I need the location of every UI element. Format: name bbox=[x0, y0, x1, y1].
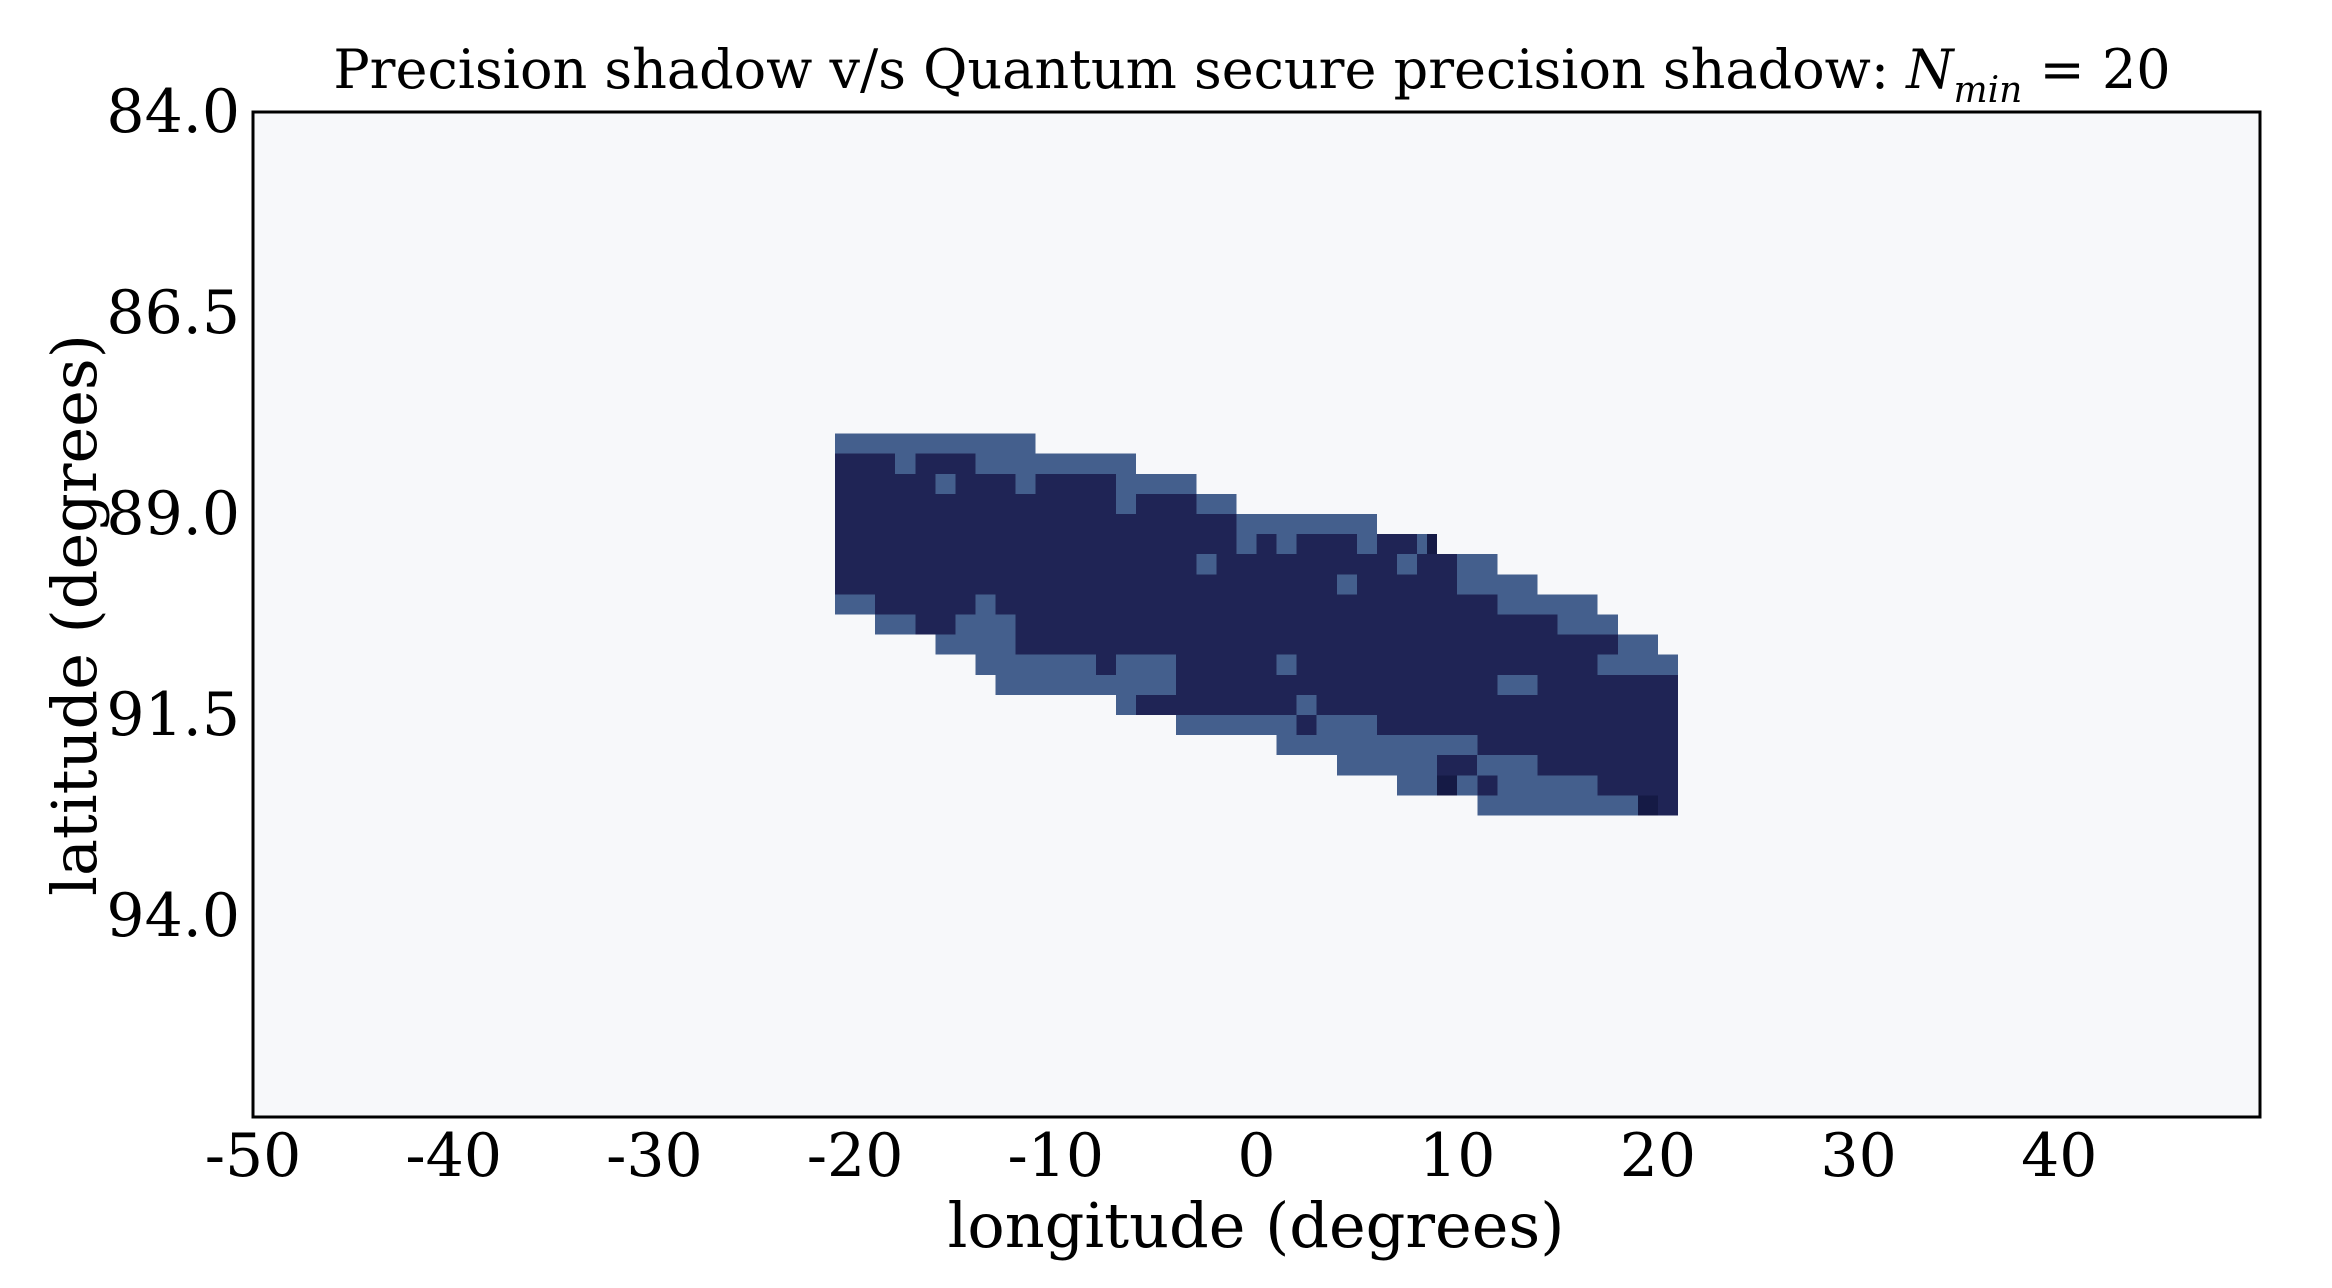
heatmap-cell-quantum-secure bbox=[1657, 795, 1678, 816]
x-tick-label: -10 bbox=[1007, 1121, 1104, 1191]
heatmap-cell-quantum-secure bbox=[835, 554, 1197, 575]
x-tick-label: 30 bbox=[1820, 1121, 1896, 1191]
heatmap-cell-quantum-secure bbox=[1376, 534, 1417, 555]
heatmap-cell-quantum-secure bbox=[1316, 694, 1678, 715]
heatmap-cell-quantum-secure bbox=[1427, 534, 1438, 555]
y-tick-label: 86.5 bbox=[106, 278, 240, 348]
y-tick-label: 91.5 bbox=[106, 680, 240, 750]
heatmap-cell-quantum-secure bbox=[1537, 755, 1678, 776]
heatmap-cell-quantum-secure bbox=[1477, 735, 1678, 756]
heatmap-cell-quantum-secure bbox=[1095, 654, 1116, 675]
heatmap-cell-quantum-secure bbox=[1537, 674, 1678, 695]
heatmap-cell-quantum-secure bbox=[1417, 554, 1458, 575]
heatmap-cell-quantum-secure bbox=[915, 453, 976, 474]
chart-title-value: 20 bbox=[2102, 38, 2171, 101]
heatmap-cell-quantum-secure bbox=[835, 574, 1337, 595]
chart-title-subscript: min bbox=[1954, 70, 2023, 111]
x-tick-label: -20 bbox=[807, 1121, 904, 1191]
y-axis-ticks: 84.0 86.5 89.0 91.5 94.0 bbox=[106, 77, 240, 951]
x-tick-label: -50 bbox=[205, 1121, 302, 1191]
y-axis-label: latitude (degrees) bbox=[38, 334, 111, 896]
heatmap-cell-precision-shadow bbox=[835, 433, 1036, 454]
x-tick-label: 0 bbox=[1237, 1121, 1275, 1191]
x-tick-label: 10 bbox=[1419, 1121, 1495, 1191]
heatmap-cell-precision-shadow bbox=[835, 453, 1136, 474]
chart-title: Precision shadow v/s Quantum secure prec… bbox=[333, 38, 2170, 111]
y-tick-label: 94.0 bbox=[106, 881, 240, 951]
heatmap-cell-quantum-secure bbox=[1296, 715, 1317, 736]
heatmap-cell-quantum-secure bbox=[1597, 775, 1678, 796]
chart-title-relation: = bbox=[2022, 38, 2102, 101]
heatmap-cell-quantum-secure bbox=[1296, 534, 1357, 555]
chart-title-text: Precision shadow v/s Quantum secure prec… bbox=[333, 38, 1906, 101]
chart-title-math: N bbox=[1904, 38, 1955, 101]
heatmap-cell-quantum-secure bbox=[1176, 654, 1277, 675]
heatmap-cell-quantum-secure bbox=[1136, 694, 1297, 715]
heatmap-cell-quantum-secure bbox=[835, 534, 1237, 555]
heatmap-cell-quantum-secure bbox=[835, 514, 1237, 535]
heatmap-cell-quantum-secure bbox=[1296, 654, 1598, 675]
heatmap-cell-precision-shadow bbox=[1477, 795, 1678, 816]
heatmap-cell-quantum-secure bbox=[1136, 493, 1197, 514]
heatmap-cell-quantum-secure bbox=[1015, 614, 1558, 635]
x-tick-label: 40 bbox=[2021, 1121, 2097, 1191]
heatmap-cell-quantum-secure bbox=[835, 453, 896, 474]
plot-frame bbox=[251, 110, 2262, 1119]
heatmap-cell-quantum-secure bbox=[1015, 634, 1618, 655]
heatmap-cell-quantum-secure bbox=[1376, 715, 1678, 736]
heatmap-cell-quantum-secure bbox=[1216, 554, 1397, 575]
x-tick-label: -40 bbox=[405, 1121, 502, 1191]
y-tick-label: 89.0 bbox=[106, 479, 240, 549]
heatmap-cell-quantum-secure bbox=[995, 594, 1498, 615]
y-tick-label: 84.0 bbox=[106, 77, 240, 147]
heatmap-cell-quantum-secure bbox=[1477, 775, 1498, 796]
heatmap-cell-quantum-secure bbox=[915, 614, 956, 635]
heatmap-cell-quantum-secure bbox=[1637, 795, 1658, 816]
x-tick-label: -30 bbox=[606, 1121, 703, 1191]
heatmap-cell-quantum-secure bbox=[955, 473, 1016, 494]
heatmap-cell-quantum-secure bbox=[1437, 775, 1458, 796]
heatmap-cell-quantum-secure bbox=[835, 493, 1116, 514]
heatmap-cells bbox=[835, 433, 1678, 816]
heatmap-cell-quantum-secure bbox=[1437, 755, 1478, 776]
heatmap-cell-quantum-secure bbox=[1256, 534, 1277, 555]
heatmap-cell-quantum-secure bbox=[835, 473, 936, 494]
x-axis-label: longitude (degrees) bbox=[948, 1189, 1565, 1262]
heatmap-cell-quantum-secure bbox=[1356, 574, 1458, 595]
heatmap-cell-quantum-secure bbox=[875, 594, 976, 615]
x-tick-label: 20 bbox=[1620, 1121, 1696, 1191]
heatmap-cell-quantum-secure bbox=[1176, 674, 1498, 695]
heatmap-cell-quantum-secure bbox=[1035, 473, 1116, 494]
x-axis-ticks: -50 -40 -30 -20 -10 0 10 20 30 40 bbox=[205, 1121, 2098, 1191]
